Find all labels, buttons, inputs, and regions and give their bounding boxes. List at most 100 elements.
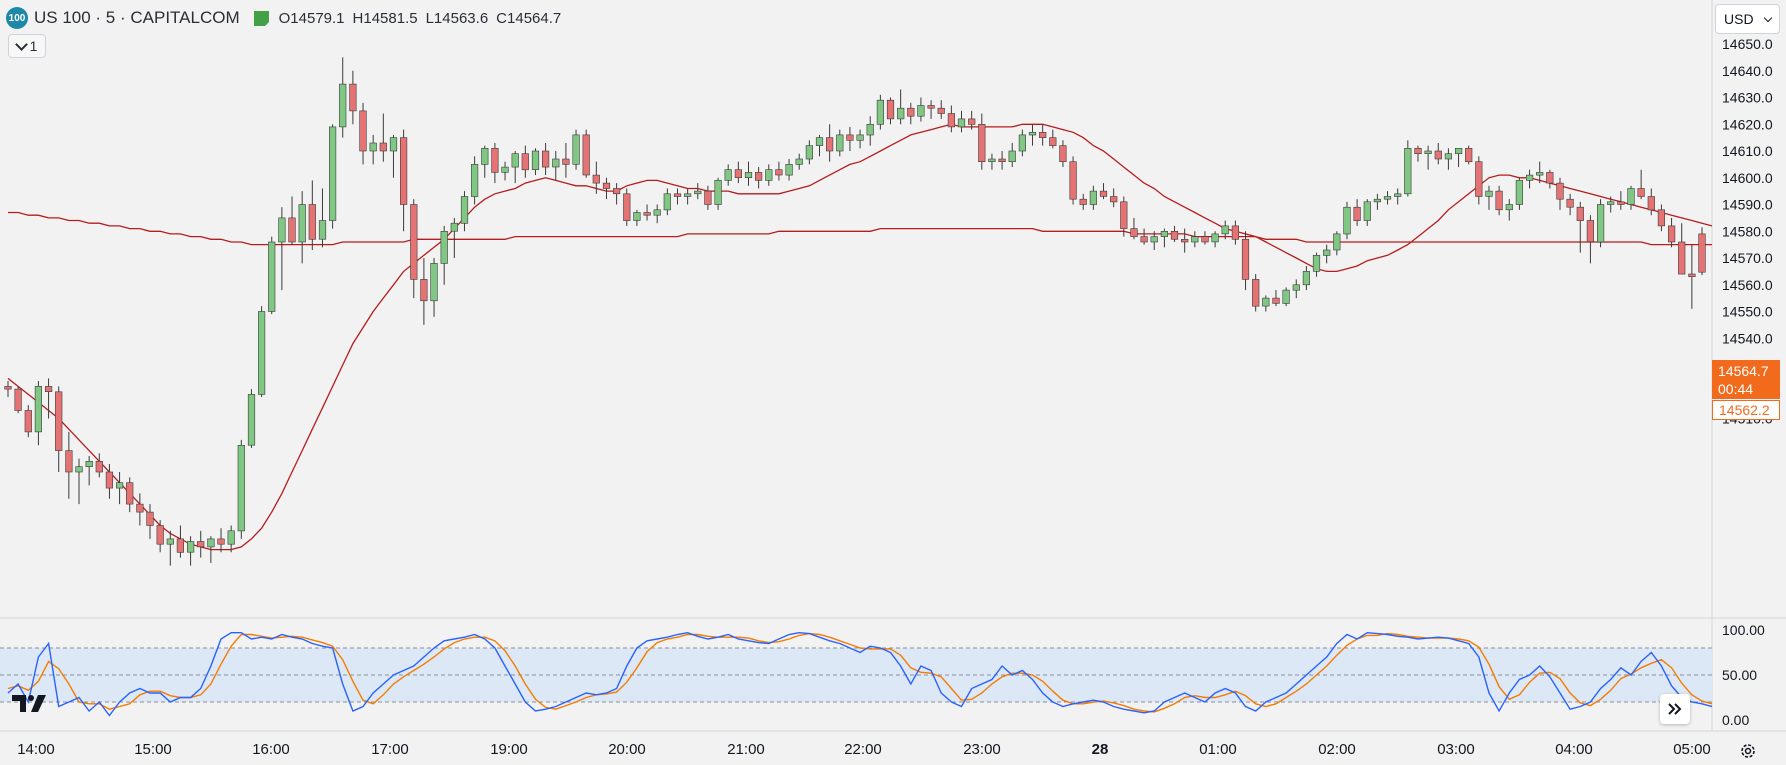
candle-body <box>1333 233 1341 251</box>
currency-select[interactable]: USD <box>1715 4 1780 34</box>
candle-body <box>1343 206 1351 235</box>
market-open-flag-icon[interactable] <box>253 10 270 27</box>
candle-body <box>1312 255 1321 272</box>
candle-body <box>623 193 631 221</box>
candle-body <box>1607 201 1615 205</box>
candle-body <box>4 386 12 390</box>
candle-body <box>1678 241 1686 275</box>
price-axis-label: 14620.0 <box>1722 116 1773 132</box>
candle-body <box>1079 198 1087 205</box>
candle-body <box>1302 271 1310 286</box>
candle-body <box>1597 204 1605 243</box>
candle-body <box>156 525 164 545</box>
candle-body <box>440 231 448 264</box>
candle-body <box>927 105 935 109</box>
ohlc-low: L14563.6 <box>425 9 489 27</box>
candle-body <box>126 482 134 505</box>
candle-body <box>633 212 641 221</box>
candle-body <box>1505 204 1513 211</box>
currency-label: USD <box>1724 11 1754 27</box>
candle-body <box>907 107 915 117</box>
time-axis-label: 16:00 <box>252 741 290 758</box>
candle-body <box>744 172 753 178</box>
candle-body <box>349 83 357 112</box>
candle-body <box>1130 228 1138 237</box>
candle-body <box>572 134 580 165</box>
candle-body <box>998 158 1006 163</box>
candle-body <box>552 158 560 168</box>
candle-body <box>75 466 83 473</box>
time-axis-label: 05:00 <box>1673 741 1711 758</box>
time-axis-label: 01:00 <box>1199 741 1237 758</box>
candle-body <box>1576 206 1584 221</box>
collapse-indicators-button[interactable]: 1 <box>8 34 46 58</box>
price-axis-label: 14640.0 <box>1722 63 1773 79</box>
candle-body <box>724 169 732 181</box>
candle-body <box>754 172 763 181</box>
ohlc-high: H14581.5 <box>352 9 418 27</box>
candle-body <box>1434 150 1442 160</box>
candle-body <box>1404 148 1412 195</box>
candle-body <box>460 196 469 224</box>
candle-body <box>379 142 387 152</box>
candle-body <box>247 394 256 446</box>
candle-body <box>1586 220 1594 243</box>
candle-body <box>704 190 712 205</box>
tradingview-logo-icon[interactable] <box>12 692 50 714</box>
candle-body <box>1028 132 1037 136</box>
price-pane[interactable] <box>4 57 1743 566</box>
candle-body <box>420 279 428 302</box>
candle-body <box>521 153 529 171</box>
indicator-pane[interactable] <box>0 631 1743 717</box>
candle-body <box>734 169 742 178</box>
candle-body <box>288 217 296 243</box>
candle-body <box>1120 201 1128 229</box>
candle-body <box>1515 180 1523 205</box>
candle-body <box>805 145 813 160</box>
candle-body <box>197 541 205 548</box>
candle-body <box>1110 196 1118 203</box>
candle-body <box>369 142 377 152</box>
candle-body <box>1292 284 1300 291</box>
candle-body <box>1668 225 1676 243</box>
index-badge-icon[interactable]: 100 <box>6 7 28 29</box>
candle-body <box>55 391 63 451</box>
indicator-axis-label: 50.00 <box>1722 667 1757 683</box>
candle-body <box>105 471 113 489</box>
candle-body <box>1414 148 1422 155</box>
candle-body <box>714 180 722 205</box>
candle-body <box>947 113 955 128</box>
candle-body <box>1201 236 1209 243</box>
candle-body <box>1272 297 1280 304</box>
candle-body <box>1526 174 1534 181</box>
price-axis-label: 14610.0 <box>1722 143 1773 159</box>
price-axis-label: 14570.0 <box>1722 250 1773 266</box>
candle-body <box>1637 188 1645 197</box>
candle-body <box>1444 153 1452 160</box>
price-axis-label: 14540.0 <box>1722 330 1773 346</box>
candle-body <box>1485 190 1493 197</box>
time-axis-label: 19:00 <box>490 741 528 758</box>
candle-body <box>582 134 590 176</box>
stochastic-d-line <box>7 632 1712 713</box>
candle-body <box>825 137 834 152</box>
candle-body <box>1150 236 1158 243</box>
candle-body <box>663 193 671 211</box>
time-axis-label: 02:00 <box>1318 741 1356 758</box>
chevron-down-icon <box>14 37 28 51</box>
candle-body <box>856 134 864 141</box>
gear-icon[interactable] <box>1739 742 1757 760</box>
candle-body <box>1455 148 1463 155</box>
symbol-title[interactable]: US 100 · 5 · CAPITALCOM <box>34 8 240 27</box>
scroll-to-realtime-button[interactable] <box>1660 694 1690 724</box>
candle-body <box>389 137 398 152</box>
candle-body <box>450 222 458 232</box>
candle-body <box>815 137 824 146</box>
candle-body <box>541 150 550 168</box>
candle-body <box>683 193 692 197</box>
candle-body <box>257 311 266 395</box>
candle-body <box>1049 137 1057 146</box>
price-axis-label: 14630.0 <box>1722 90 1773 106</box>
